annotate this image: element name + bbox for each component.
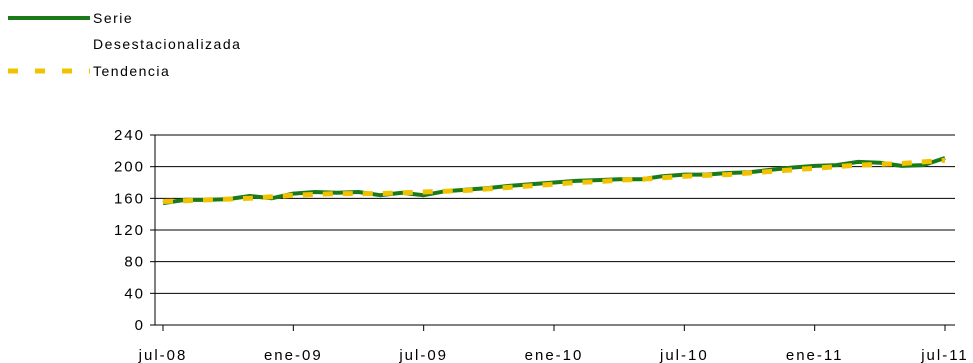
series-line-serie-desestacionalizada [162,156,946,206]
x-tick-label: jul-10 [659,347,709,363]
y-tick-label: 120 [114,222,145,239]
x-tick-label: ene-11 [786,347,844,363]
legend-label-tendencia: Tendencia [93,63,170,79]
legend: Serie Desestacionalizada Tendencia [8,10,241,79]
series-layer [162,156,946,206]
x-tick-label: jul-11 [920,347,969,363]
y-tick-labels: 0 40 80 120 160 200 240 [114,127,145,334]
legend-label-serie-1: Desestacionalizada [93,36,241,52]
grid-lines [155,134,955,294]
x-tick-label: ene-09 [264,347,323,363]
x-tick-label: jul-09 [398,347,448,363]
x-tick-labels: jul-08 ene-09 jul-09 ene-10 jul-10 ene-11 jul-… [138,347,969,363]
y-tick-label: 0 [135,317,145,334]
y-tick-label: 160 [114,190,145,207]
y-tick-label: 40 [124,285,145,302]
y-tick-label: 80 [124,254,145,271]
x-tick-label: jul-08 [138,347,188,363]
y-tick-label: 240 [114,127,145,144]
axes [150,134,955,331]
y-tick-label: 200 [114,159,145,176]
legend-label-serie-0: Serie [93,10,133,26]
x-tick-label: ene-10 [525,347,584,363]
